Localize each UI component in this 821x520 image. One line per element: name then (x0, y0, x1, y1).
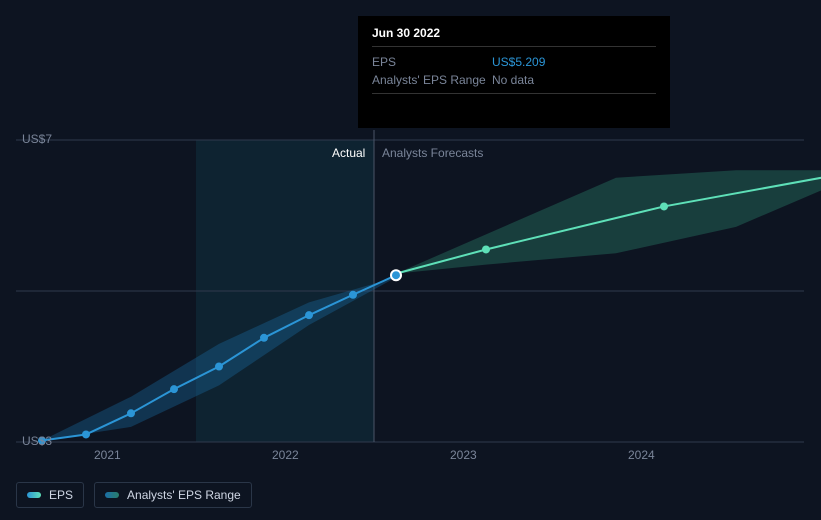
legend-swatch (105, 492, 119, 498)
x-axis-label: 2021 (94, 448, 121, 462)
tooltip-row-label: EPS (372, 53, 492, 71)
forecast-label: Analysts Forecasts (382, 146, 483, 160)
legend-label: Analysts' EPS Range (127, 488, 241, 502)
legend-item[interactable]: EPS (16, 482, 84, 508)
legend-item[interactable]: Analysts' EPS Range (94, 482, 252, 508)
x-axis-label: 2024 (628, 448, 655, 462)
chart-legend: EPS Analysts' EPS Range (16, 482, 252, 508)
legend-label: EPS (49, 488, 73, 502)
eps-chart: US$7 US$3 2021 2022 2023 2024 Actual Analyst… (0, 0, 821, 520)
chart-tooltip: Jun 30 2022 EPSUS$5.209Analysts' EPS Ran… (358, 16, 670, 128)
y-axis-label: US$3 (22, 434, 52, 448)
tooltip-divider (372, 93, 656, 94)
tooltip-row-value: No data (492, 71, 534, 89)
tooltip-date: Jun 30 2022 (372, 26, 656, 40)
tooltip-row-value: US$5.209 (492, 53, 545, 71)
x-axis-label: 2022 (272, 448, 299, 462)
tooltip-divider (372, 46, 656, 47)
tooltip-row-label: Analysts' EPS Range (372, 71, 492, 89)
legend-swatch (27, 492, 41, 498)
tooltip-row: EPSUS$5.209 (372, 53, 656, 71)
actual-label: Actual (332, 146, 365, 160)
tooltip-row: Analysts' EPS RangeNo data (372, 71, 656, 89)
y-axis-label: US$7 (22, 132, 52, 146)
x-axis-label: 2023 (450, 448, 477, 462)
